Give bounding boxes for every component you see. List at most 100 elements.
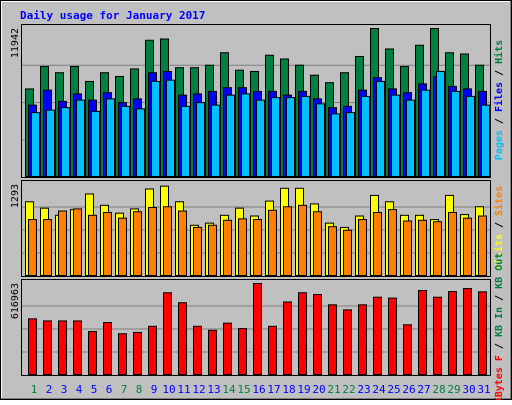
x-tick-label: 6 — [106, 383, 113, 396]
bar-pages-day-6 — [106, 98, 115, 177]
bar-kbytes-day-16 — [253, 283, 262, 375]
legend-kbytes: KBytes F / KB In / KB Out — [494, 253, 505, 400]
bar-pages-day-26 — [406, 99, 415, 177]
bar-kbytes-day-30 — [463, 288, 472, 376]
bar-kbytes-day-2 — [43, 320, 52, 375]
legend-item-kb-in: KB In — [494, 307, 505, 337]
x-tick-label: 20 — [312, 383, 325, 396]
y-max-label-visits: 1293 — [10, 184, 21, 208]
bar-kbytes-day-9 — [148, 325, 157, 376]
bar-sites-day-8 — [133, 211, 142, 277]
legend-separator: / — [494, 216, 505, 234]
x-tick-label: 15 — [237, 383, 250, 396]
bar-sites-day-14 — [223, 219, 232, 277]
bar-pages-day-12 — [196, 102, 205, 177]
x-tick-label: 28 — [432, 383, 445, 396]
x-tick-label: 13 — [207, 383, 220, 396]
bars-layer — [25, 28, 490, 376]
bar-kbytes-day-21 — [328, 304, 337, 376]
bar-pages-day-30 — [466, 95, 475, 177]
bar-kbytes-day-18 — [283, 301, 292, 375]
bar-kbytes-day-23 — [358, 304, 367, 376]
bar-pages-day-18 — [286, 97, 295, 177]
legend-item-hits: Hits — [493, 40, 505, 64]
x-tick-label: 27 — [417, 383, 430, 396]
bar-kbytes-day-8 — [133, 331, 142, 375]
x-tick-label: 23 — [357, 383, 370, 396]
legend-item-kbytes-f: KBytes F — [494, 355, 505, 400]
legend-separator: / — [494, 337, 505, 355]
x-tick-label: 31 — [477, 383, 490, 396]
bar-kbytes-day-26 — [403, 324, 412, 376]
x-tick-label: 29 — [447, 383, 460, 396]
bar-kbytes-day-1 — [28, 318, 37, 375]
bar-kbytes-day-28 — [433, 296, 442, 375]
bar-pages-day-5 — [91, 110, 100, 177]
bar-kbytes-day-29 — [448, 291, 457, 376]
bar-sites-day-3 — [58, 210, 67, 276]
legend-item-pages: Pages — [494, 130, 505, 160]
x-tick-label: 7 — [121, 383, 128, 396]
x-tick-label: 21 — [327, 383, 340, 396]
bar-sites-day-12 — [193, 226, 202, 277]
bar-sites-day-7 — [118, 217, 127, 276]
x-axis-labels: 1 2 3 4 5 6 7 8 9 10 11 12 13 14 15 16 17 18 19 20 21 22 23 24 2… — [31, 383, 491, 396]
x-tick-label: 26 — [402, 383, 415, 396]
x-tick-label: 25 — [387, 383, 400, 396]
bar-sites-day-6 — [103, 211, 112, 276]
bar-pages-day-23 — [361, 95, 370, 177]
bar-pages-day-16 — [256, 99, 265, 177]
chart-title: Daily usage for January 2017 — [20, 9, 205, 22]
bar-kbytes-day-25 — [388, 297, 397, 375]
x-tick-label: 14 — [222, 383, 236, 396]
bar-kbytes-day-19 — [298, 292, 307, 376]
x-tick-label: 1 — [31, 383, 38, 396]
bar-pages-day-10 — [166, 79, 175, 177]
legend-separator: / — [494, 112, 505, 130]
bar-pages-day-9 — [151, 80, 160, 177]
bar-kbytes-day-11 — [178, 302, 187, 376]
bar-kbytes-day-6 — [103, 322, 112, 375]
bar-sites-day-16 — [253, 219, 262, 276]
bar-pages-day-28 — [436, 70, 445, 177]
bar-pages-day-24 — [376, 80, 385, 177]
bar-sites-day-24 — [373, 211, 382, 276]
bar-sites-day-31 — [478, 215, 487, 276]
bar-sites-day-13 — [208, 224, 217, 276]
bar-kbytes-day-4 — [73, 320, 82, 375]
bar-sites-day-17 — [268, 209, 277, 276]
bar-pages-day-17 — [271, 97, 280, 177]
bar-pages-day-27 — [421, 89, 430, 177]
bar-pages-day-19 — [301, 95, 310, 177]
x-tick-label: 16 — [252, 383, 265, 396]
bar-pages-day-31 — [481, 104, 490, 177]
bar-kbytes-day-14 — [223, 322, 232, 376]
bar-sites-day-1 — [28, 219, 37, 276]
bar-kbytes-day-12 — [193, 325, 202, 376]
legend-separator: / — [494, 64, 505, 82]
bar-sites-day-30 — [463, 217, 472, 276]
x-tick-label: 4 — [76, 383, 83, 396]
x-tick-label: 17 — [267, 383, 280, 396]
bar-sites-day-28 — [433, 221, 442, 276]
bar-sites-day-25 — [388, 209, 397, 276]
bar-kbytes-day-13 — [208, 329, 217, 375]
bar-pages-day-15 — [241, 93, 250, 177]
x-tick-label: 22 — [342, 383, 355, 396]
bar-sites-day-18 — [283, 206, 292, 276]
bar-kbytes-day-15 — [238, 328, 247, 376]
bar-pages-day-8 — [136, 108, 145, 177]
bar-sites-day-29 — [448, 211, 457, 276]
bar-kbytes-day-17 — [268, 325, 277, 376]
legend-item-kb-out: KB Out — [494, 253, 505, 289]
bar-kbytes-day-27 — [418, 290, 427, 376]
bar-sites-day-20 — [313, 211, 322, 277]
x-tick-label: 9 — [151, 383, 158, 396]
bar-pages-day-29 — [451, 90, 460, 177]
legend-item-sites: Sites — [493, 186, 505, 216]
bar-sites-day-23 — [358, 219, 367, 276]
bar-sites-day-11 — [178, 210, 187, 276]
bar-sites-day-5 — [88, 214, 97, 277]
